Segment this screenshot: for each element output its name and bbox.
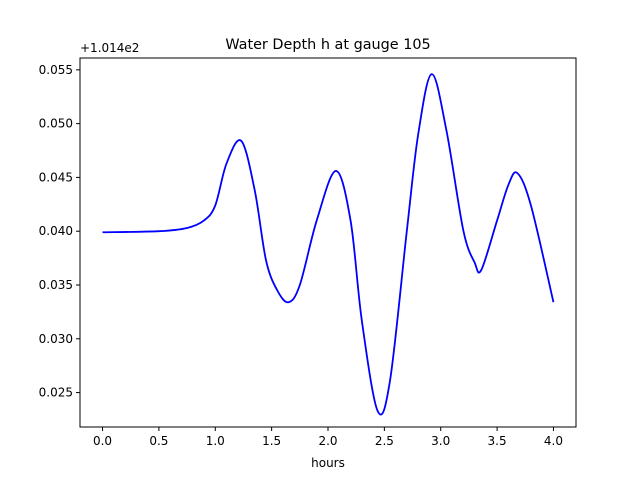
x-tick-label: 0.5 bbox=[149, 434, 168, 448]
x-tick-label: 3.0 bbox=[431, 434, 450, 448]
y-tick-label: 0.045 bbox=[39, 170, 73, 184]
y-tick-label: 0.030 bbox=[39, 332, 73, 346]
plot-frame bbox=[79, 57, 577, 428]
y-offset-text: +1.014e2 bbox=[80, 41, 139, 55]
x-tick-label: 1.5 bbox=[262, 434, 281, 448]
y-tick-label: 0.050 bbox=[39, 117, 73, 131]
x-axis-label: hours bbox=[311, 456, 345, 470]
x-tick-label: 2.0 bbox=[318, 434, 337, 448]
series-line-h bbox=[102, 73, 555, 416]
y-tick-label: 0.035 bbox=[39, 278, 73, 292]
x-tick-label: 4.0 bbox=[544, 434, 563, 448]
x-tick-label: 3.5 bbox=[488, 434, 507, 448]
x-tick-label: 1.0 bbox=[206, 434, 225, 448]
y-tick-label: 0.025 bbox=[39, 386, 73, 400]
x-tick-label: 0.0 bbox=[93, 434, 112, 448]
y-tick-label: 0.055 bbox=[39, 63, 73, 77]
chart-title: Water Depth h at gauge 105 bbox=[225, 37, 430, 53]
y-tick-label: 0.040 bbox=[39, 224, 73, 238]
x-tick-label: 2.5 bbox=[375, 434, 394, 448]
